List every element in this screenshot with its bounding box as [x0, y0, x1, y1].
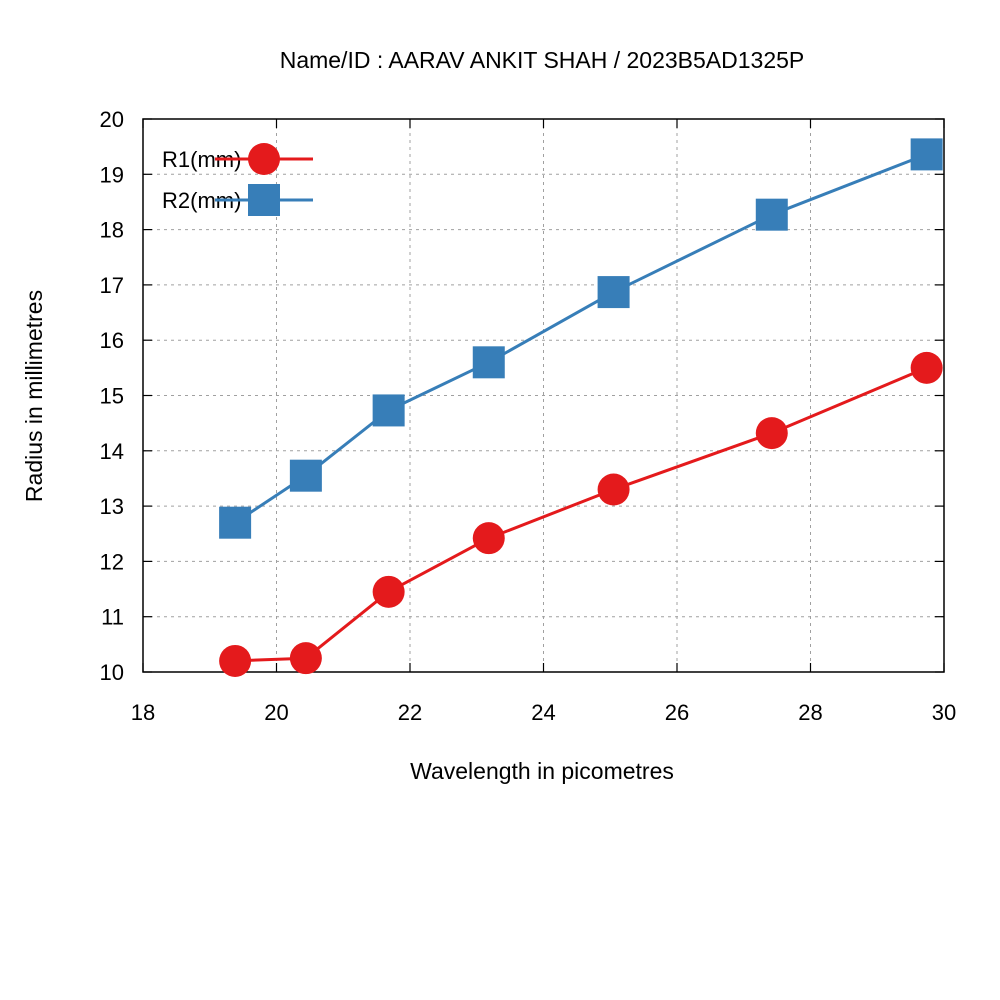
x-tick-label: 26 — [665, 700, 689, 725]
y-tick-label: 15 — [100, 384, 124, 409]
legend: R1(mm)R2(mm) — [162, 143, 313, 216]
y-tick-label: 17 — [100, 273, 124, 298]
chart-title: Name/ID : AARAV ANKIT SHAH / 2023B5AD132… — [280, 47, 805, 73]
y-tick-label: 16 — [100, 328, 124, 353]
y-tick-label: 14 — [100, 439, 124, 464]
y-tick-label: 18 — [100, 218, 124, 243]
series-2-point — [219, 506, 252, 539]
x-tick-label: 30 — [932, 700, 956, 725]
y-tick-label: 19 — [100, 162, 124, 187]
series-2-point — [755, 198, 788, 231]
y-axis-title: Radius in millimetres — [21, 290, 47, 502]
legend-marker — [248, 143, 280, 175]
series-2-point — [910, 138, 943, 171]
axis-ticks: 18 20 22 24 26 28 30 10 11 12 13 14 15 16 17 18 19 20 — [100, 107, 957, 725]
series-1-point — [755, 417, 788, 450]
y-tick-label: 10 — [100, 660, 124, 685]
x-tick-label: 20 — [264, 700, 288, 725]
series-1-point — [597, 473, 630, 506]
grid — [143, 119, 944, 672]
series-1-point — [910, 351, 943, 384]
legend-marker — [248, 184, 280, 216]
series-1-point — [372, 575, 405, 608]
series-1-point — [289, 642, 322, 675]
y-tick-label: 13 — [100, 494, 124, 519]
x-tick-label: 24 — [531, 700, 555, 725]
series-2-point — [597, 276, 630, 309]
x-tick-label: 18 — [131, 700, 155, 725]
x-tick-label: 22 — [398, 700, 422, 725]
y-tick-label: 20 — [100, 107, 124, 132]
series-2-point — [289, 459, 322, 492]
x-axis-title: Wavelength in picometres — [410, 758, 674, 784]
x-tick-label: 28 — [798, 700, 822, 725]
series-2-point — [472, 346, 505, 379]
series-2-point — [372, 394, 405, 427]
y-tick-label: 11 — [101, 605, 124, 630]
series-layer — [219, 138, 943, 677]
y-tick-label: 12 — [100, 549, 124, 574]
series-1-point — [472, 522, 505, 555]
series-1-point — [219, 644, 252, 677]
